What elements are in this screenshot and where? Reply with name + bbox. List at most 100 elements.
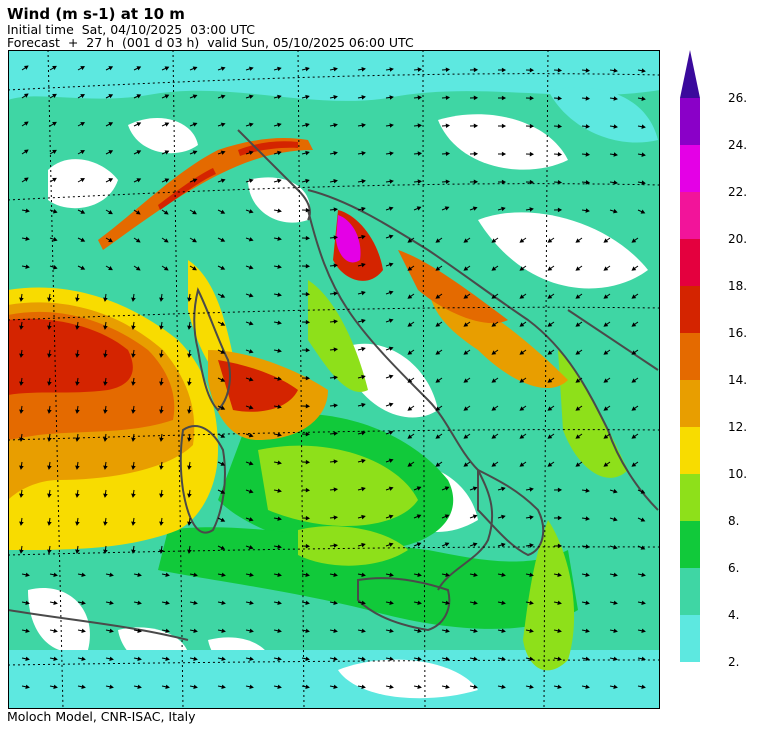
wind-arrow-head <box>135 210 141 215</box>
wind-arrow-head <box>220 321 226 326</box>
wind-arrow-head <box>445 628 450 634</box>
wind-arrow-head <box>108 266 113 271</box>
wind-arrow-head <box>445 67 451 72</box>
wind-arrow-head <box>248 94 254 99</box>
wind-arrow-head <box>277 404 282 409</box>
wind-arrow-head <box>19 549 24 554</box>
wind-arrow-head <box>575 266 581 271</box>
wind-arrow-head <box>529 487 534 492</box>
wind-arrow-head <box>631 406 637 411</box>
wind-arrow-head <box>388 430 394 435</box>
wind-arrow-head <box>361 514 366 520</box>
wind-arrow-head <box>333 94 338 100</box>
wind-arrow-head <box>109 628 114 634</box>
wind-arrow-head <box>159 549 164 554</box>
wind-arrow-head <box>108 238 113 243</box>
wind-map <box>8 50 660 709</box>
wind-arrow-head <box>103 353 108 358</box>
wind-arrow-head <box>277 66 282 72</box>
wind-arrow-head <box>501 179 507 185</box>
wind-arrow-head <box>220 293 226 298</box>
wind-arrow-head <box>445 656 450 662</box>
wind-arrow-head <box>603 462 609 467</box>
wind-arrow-head <box>333 431 339 436</box>
wind-arrow-head <box>220 150 226 155</box>
wind-arrow-head <box>501 514 506 520</box>
wind-arrow-head <box>80 122 86 127</box>
wind-arrow-head <box>361 346 366 352</box>
wind-arrow-head <box>165 600 170 606</box>
wind-arrow-head <box>613 516 618 522</box>
wind-arrow-head <box>529 515 534 520</box>
wind-arrow-head <box>103 549 108 554</box>
alpine-wind-streak <box>98 138 313 250</box>
legend-swatch <box>680 192 700 239</box>
wind-arrow-head <box>529 207 534 212</box>
wind-arrow-head <box>333 66 338 72</box>
wind-arrow-head <box>575 350 581 355</box>
wind-arrow-head <box>631 434 637 439</box>
wind-arrow-head <box>248 293 254 298</box>
wind-arrow-head <box>417 179 423 184</box>
wind-arrow-head <box>305 487 311 493</box>
wind-arrow-head <box>192 150 198 155</box>
wind-arrow-head <box>417 572 422 578</box>
wind-arrow-head <box>221 684 226 690</box>
wind-arrow-head <box>463 294 469 299</box>
wind-arrow-head <box>557 152 563 157</box>
legend-label: 16. <box>728 326 747 340</box>
wind-arrow-head <box>361 542 366 548</box>
forecast-valid-label: Forecast + 27 h (001 d 03 h) valid Sun, … <box>7 35 414 50</box>
wind-arrow-head <box>305 628 310 634</box>
wind-arrow-head <box>248 122 254 127</box>
wind-arrow-head <box>52 93 57 98</box>
wind-arrow-head <box>575 406 581 411</box>
wind-arrow-head <box>361 402 366 408</box>
wind-arrow-head <box>103 521 108 526</box>
wind-arrow-head <box>407 294 413 299</box>
wind-arrow-head <box>388 290 394 295</box>
wind-arrow-head <box>220 433 226 438</box>
wind-arrow-head <box>613 600 618 606</box>
wind-arrow-head <box>277 544 282 549</box>
wind-arrow-head <box>53 572 58 578</box>
calm-areas <box>8 50 660 709</box>
wind-arrow-head <box>585 600 590 606</box>
wind-arrow-head <box>389 572 394 578</box>
wind-arrow-head <box>163 266 169 271</box>
wind-arrow-head <box>305 207 311 213</box>
wind-arrow-head <box>24 177 29 182</box>
wind-arrow-head <box>52 237 58 242</box>
wind-arrow-head <box>248 461 254 466</box>
wind-arrow-head <box>220 265 226 270</box>
wind-arrow-head <box>389 628 394 634</box>
wind-arrow-head <box>585 488 590 493</box>
wind-arrow-head <box>136 178 142 183</box>
legend-color-bar <box>680 50 700 662</box>
wind-arrow-head <box>277 150 282 156</box>
wind-arrow-head <box>641 180 646 185</box>
legend-label: 24. <box>728 138 747 152</box>
wind-arrow-head <box>472 486 478 491</box>
wind-arrow-head <box>585 516 590 521</box>
wind-arrow-head <box>529 628 534 634</box>
wind-arrow-head <box>416 206 422 211</box>
wind-arrow-head <box>472 542 478 547</box>
wind-arrow-head <box>445 572 450 578</box>
wind-arrow-head <box>435 350 441 355</box>
wind-arrow-head <box>444 542 450 547</box>
wind-arrow-head <box>547 406 553 411</box>
wind-arrow-head <box>137 684 142 690</box>
wind-arrow-head <box>557 515 563 521</box>
wind-arrow-head <box>389 656 394 662</box>
wind-arrow-head <box>417 600 422 606</box>
wind-arrow-head <box>108 150 114 155</box>
wind-arrow-head <box>277 264 282 269</box>
wind-arrow-head <box>519 294 525 299</box>
wind-arrow-head <box>491 378 497 383</box>
wind-arrow-head <box>220 377 226 382</box>
wind-arrow-head <box>47 521 52 526</box>
wind-arrow-head <box>47 437 52 442</box>
wind-arrow-head <box>435 434 441 439</box>
wind-arrow-head <box>47 493 52 498</box>
